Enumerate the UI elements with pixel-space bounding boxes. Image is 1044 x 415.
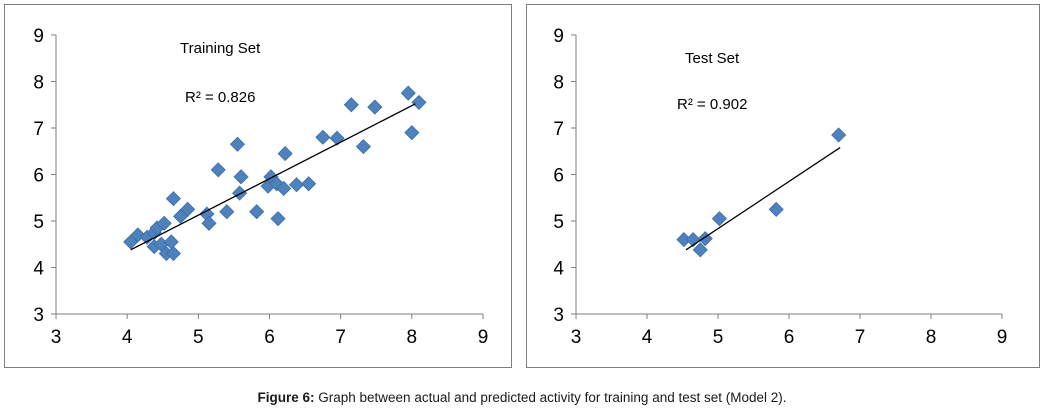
training-data-point — [165, 245, 181, 262]
training-r-squared-label: R² = 0.826 — [185, 89, 255, 106]
test-y-tick-label: 7 — [553, 119, 564, 140]
training-data-point — [329, 130, 345, 146]
training-data-point — [355, 139, 372, 155]
training-data-point — [270, 211, 286, 227]
training-y-tick-label: 8 — [33, 73, 44, 94]
training-x-tick-label: 3 — [51, 327, 62, 348]
training-data-point — [367, 99, 383, 115]
training-trendline — [130, 103, 416, 251]
training-x-tick-label: 4 — [122, 327, 133, 348]
test-trendline — [685, 146, 841, 251]
test-x-tick-label: 3 — [571, 327, 582, 348]
test-x-tick-label: 8 — [926, 327, 937, 348]
training-data-point — [201, 215, 217, 231]
test-y-tick-label: 4 — [553, 259, 564, 280]
test-data-point — [711, 211, 727, 227]
figure-caption-label: Figure 6: — [257, 390, 315, 405]
training-data-point — [219, 204, 235, 220]
test-y-tick-label: 3 — [553, 305, 564, 326]
training-x-tick-label: 5 — [193, 327, 204, 348]
training-x-tick-label: 9 — [478, 327, 489, 348]
training-data-point — [233, 169, 249, 185]
training-y-tick-label: 5 — [33, 212, 44, 233]
training-data-point — [400, 85, 416, 101]
test-y-tick-label: 8 — [553, 73, 564, 94]
figure-caption: Figure 6: Graph between actual and predi… — [0, 390, 1044, 405]
training-data-point — [180, 201, 196, 217]
training-y-tick-label: 9 — [33, 26, 44, 47]
training-data-point — [315, 129, 331, 145]
test-set-plot: 3 4 5 6 7 8 9 3 4 5 6 7 8 9 Test Set R² = 0.902 — [553, 26, 1008, 348]
training-data-point — [229, 136, 246, 152]
test-chart-title: Test Set — [685, 50, 740, 67]
training-set-plot: 3 4 5 6 7 8 9 3 4 5 6 7 8 9 Training Set R² = 0.826 — [33, 26, 489, 348]
test-x-tick-label: 9 — [997, 327, 1008, 348]
training-x-tick-label: 7 — [335, 327, 346, 348]
training-y-tick-label: 7 — [33, 119, 44, 140]
test-x-tick-label: 7 — [855, 327, 866, 348]
training-y-tick-label: 3 — [33, 305, 44, 326]
training-data-point — [288, 177, 305, 193]
figure-caption-text: Graph between actual and predicted activ… — [314, 390, 787, 405]
training-chart-title: Training Set — [180, 40, 261, 57]
training-data-point — [301, 176, 317, 192]
training-data-point — [249, 204, 265, 220]
training-data-point — [276, 180, 292, 197]
training-data-point — [210, 162, 226, 178]
training-data-point — [156, 215, 172, 231]
training-data-point — [277, 146, 293, 162]
training-data-point — [232, 185, 248, 201]
training-data-point — [165, 191, 181, 207]
training-data-point — [343, 97, 359, 113]
test-set-chart-panel: 3 4 5 6 7 8 9 3 4 5 6 7 8 9 Test Set R² = 0.902 — [526, 4, 1040, 368]
training-x-tick-label: 6 — [264, 327, 275, 348]
test-data-point — [692, 242, 708, 258]
test-x-tick-label: 6 — [784, 327, 795, 348]
training-y-tick-label: 4 — [33, 259, 44, 280]
test-data-point — [768, 201, 784, 217]
training-set-chart-panel: 3 4 5 6 7 8 9 3 4 5 6 7 8 9 Training Set R² = 0.826 — [4, 4, 512, 368]
test-x-tick-label: 5 — [713, 327, 724, 348]
test-x-tick-label: 4 — [642, 327, 653, 348]
test-y-tick-label: 6 — [553, 166, 564, 187]
test-data-point — [831, 127, 847, 143]
test-r-squared-label: R² = 0.902 — [677, 96, 747, 113]
training-data-point — [411, 94, 427, 110]
test-y-tick-label: 9 — [553, 26, 564, 47]
training-y-tick-label: 6 — [33, 166, 44, 187]
training-x-tick-label: 8 — [407, 327, 418, 348]
test-y-tick-label: 5 — [553, 212, 564, 233]
training-data-point — [404, 125, 420, 141]
